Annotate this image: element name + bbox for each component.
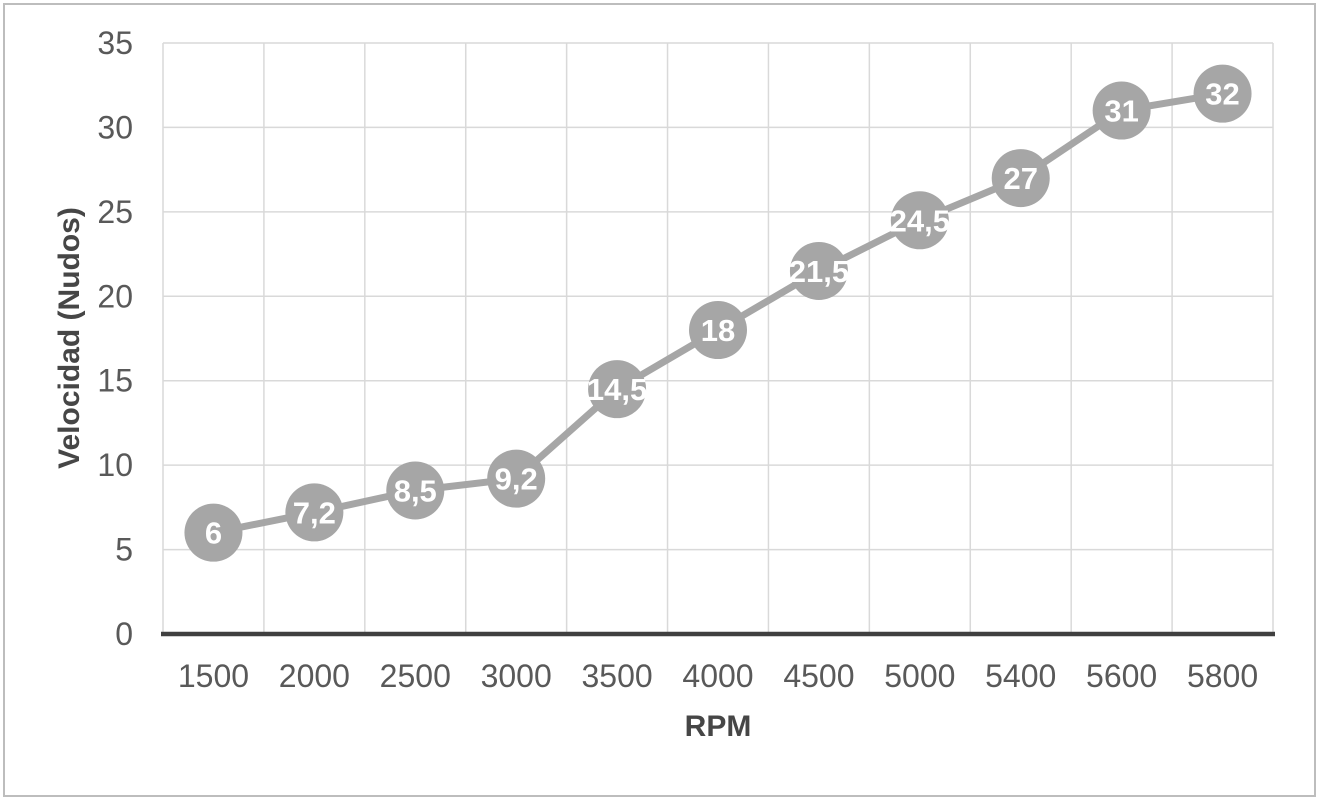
x-tick-label: 4000 — [682, 658, 753, 694]
data-point-label: 9,2 — [495, 462, 538, 497]
data-point-label: 27 — [1003, 161, 1037, 196]
data-point-marker — [1092, 81, 1151, 140]
x-tick-label: 2500 — [380, 658, 451, 694]
data-point-label: 6 — [205, 516, 222, 551]
data-point-label: 7,2 — [293, 495, 336, 530]
data-point-marker — [991, 149, 1050, 208]
y-axis-title: Velocidad (Nudos) — [53, 207, 86, 469]
x-tick-label: 5600 — [1086, 658, 1157, 694]
y-tick-label: 20 — [97, 278, 133, 314]
data-point-label: 8,5 — [394, 473, 437, 508]
x-axis-title: RPM — [684, 710, 752, 743]
x-tick-label: 5800 — [1187, 658, 1258, 694]
data-point-label: 24,5 — [890, 203, 950, 238]
x-tick-label: 3500 — [581, 658, 652, 694]
x-tick-label: 4500 — [783, 658, 854, 694]
data-point-label: 32 — [1205, 77, 1239, 112]
y-tick-label: 35 — [97, 25, 133, 61]
data-point-label: 31 — [1104, 94, 1138, 129]
data-point-marker — [890, 191, 949, 250]
x-tick-label: 5400 — [985, 658, 1056, 694]
data-point-marker — [689, 301, 747, 360]
data-point-marker — [386, 461, 445, 520]
x-tick-label: 3000 — [481, 658, 552, 694]
data-point-label: 21,5 — [789, 254, 849, 289]
y-tick-label: 0 — [115, 616, 133, 652]
y-tick-label: 15 — [97, 363, 133, 399]
data-point-marker — [487, 449, 546, 508]
y-tick-label: 25 — [97, 194, 133, 230]
x-tick-label: 5000 — [884, 658, 955, 694]
x-tick-label: 2000 — [279, 658, 350, 694]
data-point-marker — [789, 241, 848, 300]
y-tick-label: 5 — [115, 532, 133, 568]
data-point-label: 14,5 — [587, 372, 647, 407]
line-chart-canvas: 0 5 10 15 20 25 30 35 1500 2000 2500 3000 3500 4000 45… — [97, 25, 1275, 694]
y-tick-label: 30 — [97, 109, 133, 145]
data-point-label: 18 — [701, 313, 735, 348]
data-point-marker — [184, 503, 243, 562]
chart-frame: 0 5 10 15 20 25 30 35 1500 2000 2500 3000 3500 4000 45… — [3, 3, 1316, 797]
data-point-marker — [588, 360, 647, 419]
x-tick-label: 1500 — [178, 658, 249, 694]
y-tick-label: 10 — [97, 447, 133, 483]
data-point-marker — [285, 483, 344, 542]
data-point-marker — [1193, 64, 1252, 123]
